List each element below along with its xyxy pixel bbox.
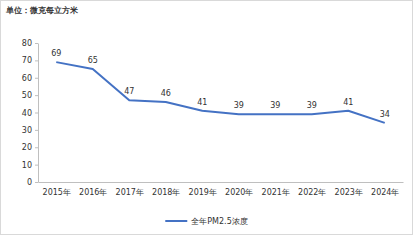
plot-area [56,62,385,123]
x-tick: 2015年 [43,182,71,197]
x-tick-label: 2017年 [116,188,144,197]
y-tick-mark [35,182,38,183]
y-tick-mark [35,78,38,79]
data-label: 41 [197,98,207,107]
data-label: 34 [380,110,390,119]
y-tick-label: 60 [22,74,32,83]
y-tick: 10 [22,161,38,170]
x-tick-label: 2020年 [225,188,253,197]
x-tick: 2024年 [371,182,399,197]
y-tick: 70 [22,56,38,65]
legend-label: 全年PM2.5浓度 [191,217,247,226]
x-tick: 2019年 [189,182,217,197]
x-tick-label: 2019年 [189,188,217,197]
y-tick-mark [35,95,38,96]
y-tick: 40 [22,109,38,118]
y-tick-label: 0 [27,178,32,187]
x-tick: 2023年 [335,182,363,197]
x-tick: 2022年 [298,182,326,197]
chart: 单位：微克每立方米 0 10 20 30 40 50 60 70 80 2015年 2016年 2017… [0,0,413,235]
data-label: 39 [234,101,244,110]
x-axis: 2015年 2016年 2017年 2018年 2019年 2020年 2021年 2022年… [39,182,404,197]
y-axis-line [38,44,39,183]
x-tick-label: 2021年 [262,188,290,197]
y-tick: 30 [22,126,38,135]
y-tick-label: 10 [22,161,32,170]
y-tick-label: 30 [22,126,32,135]
x-tick: 2017年 [116,182,144,197]
y-tick: 20 [22,143,38,152]
data-label: 69 [51,49,61,58]
data-label: 46 [161,89,171,98]
frame [1,1,413,235]
legend-item: 全年PM2.5浓度 [165,217,247,226]
y-tick: 80 [22,39,38,48]
x-tick-label: 2016年 [79,188,107,197]
y-tick-label: 80 [22,39,32,48]
x-tick: 2021年 [262,182,290,197]
y-tick: 60 [22,74,38,83]
y-tick-mark [35,147,38,148]
x-tick-label: 2024年 [371,188,399,197]
x-tick-label: 2022年 [298,188,326,197]
legend-swatch [165,220,187,222]
data-label: 39 [307,101,317,110]
x-tick: 2018年 [152,182,180,197]
y-tick: 50 [22,91,38,100]
y-tick-label: 20 [22,143,32,152]
y-tick-label: 50 [22,91,32,100]
data-label: 39 [270,101,280,110]
x-tick-label: 2018年 [152,188,180,197]
x-tick-label: 2015年 [43,188,71,197]
data-label: 65 [88,56,98,65]
data-label: 47 [124,87,134,96]
x-tick-label: 2023年 [335,188,363,197]
line [56,62,385,123]
y-tick-mark [35,130,38,131]
x-axis-line [39,182,404,183]
x-tick: 2020年 [225,182,253,197]
y-tick-mark [35,165,38,166]
y-axis: 0 10 20 30 40 50 60 70 80 [22,39,39,187]
y-tick-mark [35,43,38,44]
y-tick: 0 [27,178,38,187]
x-tick: 2016年 [79,182,107,197]
y-tick-mark [35,113,38,114]
data-label: 41 [343,98,353,107]
data-labels: 69 65 47 46 41 39 39 39 41 34 [51,49,390,119]
y-tick-mark [35,60,38,61]
y-tick-label: 70 [22,56,32,65]
y-tick-label: 40 [22,109,32,118]
legend: 全年PM2.5浓度 [165,217,247,226]
axis-title: 单位：微克每立方米 [5,5,79,15]
